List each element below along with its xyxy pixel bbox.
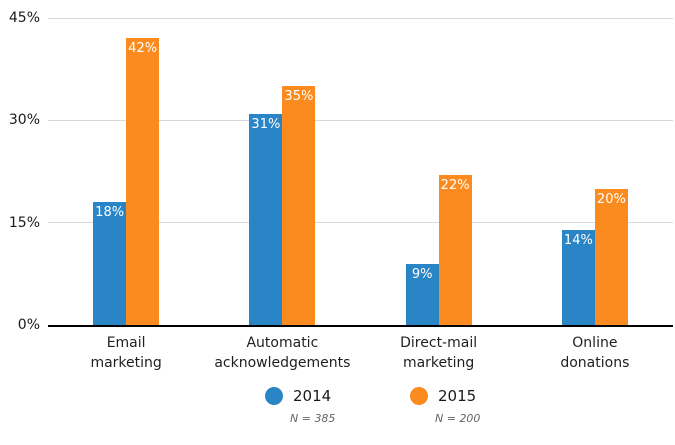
bar-value-label: 9% bbox=[411, 266, 433, 282]
bar-value-label: 35% bbox=[284, 89, 314, 105]
bar-2014: 9% bbox=[405, 263, 439, 325]
bar-value-label: 22% bbox=[440, 177, 470, 193]
y-tick-label: 45% bbox=[8, 10, 40, 26]
bar-value-label: 18% bbox=[95, 205, 125, 221]
sample-size-2014: N = 385 bbox=[290, 412, 336, 425]
bar-2015: 22% bbox=[438, 174, 472, 325]
y-tick-label: 15% bbox=[8, 214, 40, 231]
category-label: Email marketing bbox=[90, 335, 162, 371]
plot-area: 18% 42% 31% 35% 9% 22% 14% 20% 45% 30% 15% 0% bbox=[9, 10, 673, 333]
legend-label-2015: 2015 bbox=[438, 387, 477, 405]
legend-label-2014: 2014 bbox=[293, 387, 332, 405]
y-tick-label: 0% bbox=[17, 317, 40, 333]
bar-group: 9% 22% bbox=[361, 18, 517, 325]
bar-2014: 14% bbox=[561, 229, 595, 325]
legend-dot-2014-icon bbox=[265, 387, 283, 405]
legend-item-2014: 2014 bbox=[265, 386, 331, 406]
bar-value-label: 20% bbox=[596, 191, 626, 207]
legend-item-2015: 2015 bbox=[410, 386, 476, 406]
bar-value-label: 14% bbox=[563, 232, 593, 248]
bar-group: 14% 20% bbox=[517, 18, 673, 325]
bar-group: 31% 35% bbox=[204, 18, 360, 325]
y-tick-label: 30% bbox=[8, 112, 40, 129]
bar-2015: 20% bbox=[594, 188, 628, 325]
legend-dot-2015-icon bbox=[410, 387, 428, 405]
bar-groups: 18% 42% 31% 35% 9% 22% 14% 20% bbox=[48, 18, 673, 325]
bar-group: 18% 42% bbox=[48, 18, 204, 325]
bar-2014: 31% bbox=[249, 113, 283, 325]
bar-2015: 42% bbox=[126, 38, 160, 325]
gridline bbox=[48, 222, 673, 224]
category-label: Automatic acknowledgements bbox=[214, 335, 351, 371]
sample-size-2015: N = 200 bbox=[435, 412, 481, 425]
bar-2015: 35% bbox=[282, 86, 316, 325]
gridline bbox=[48, 17, 673, 19]
bar-value-label: 31% bbox=[251, 116, 281, 132]
category-label: Direct-mail marketing bbox=[400, 335, 478, 371]
x-axis-labels: Email marketing Automatic acknowledgement… bbox=[48, 333, 673, 373]
bar-2014: 18% bbox=[93, 202, 127, 325]
gridline bbox=[48, 119, 673, 121]
bar-value-label: 42% bbox=[128, 41, 158, 57]
category-label: Online donations bbox=[560, 335, 630, 371]
